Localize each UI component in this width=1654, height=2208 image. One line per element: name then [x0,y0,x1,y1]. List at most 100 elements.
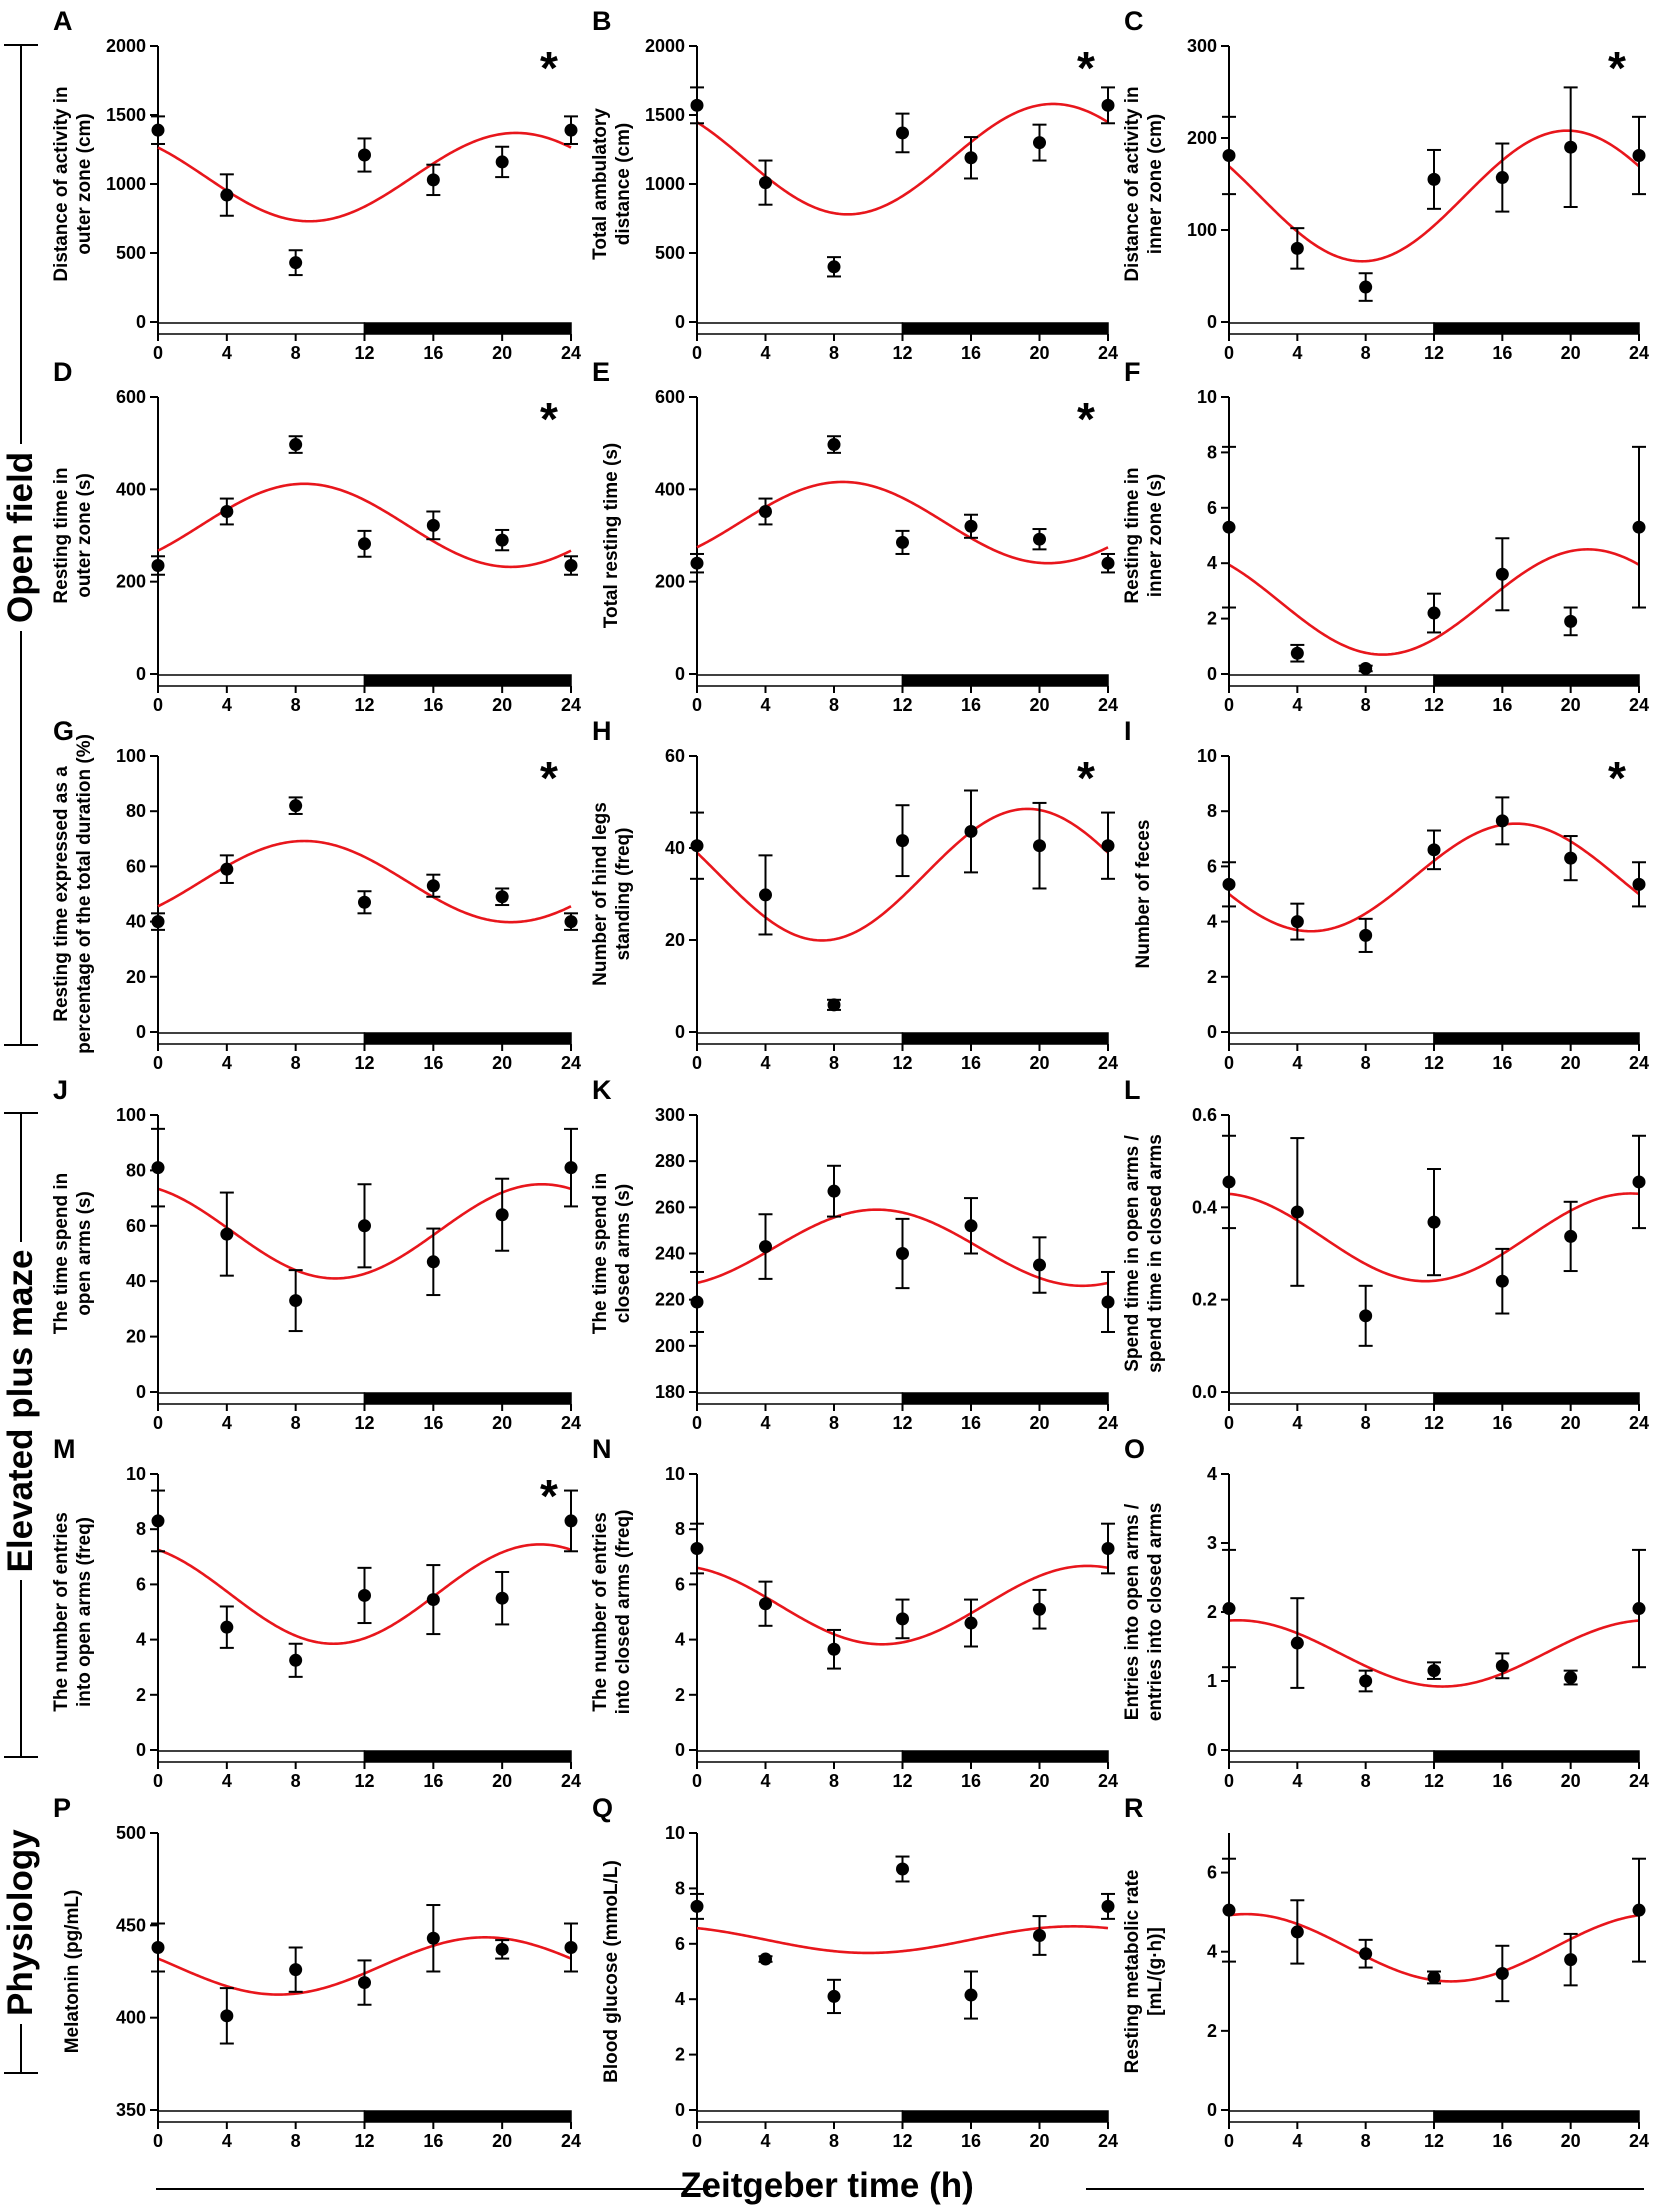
data-point [690,1295,704,1309]
panel-j: J 0 4 8 12 16 20 24 0 20 40 60 80 100 The time spend i… [51,1075,581,1433]
data-point [220,1227,234,1241]
y-axis-title-line: Blood glucose (mmoL/L) [601,1860,622,2083]
data-point [289,1294,303,1308]
data-point [1290,241,1304,255]
y-tick-label: 6 [1207,856,1217,876]
data-point [564,1514,578,1528]
y-axis-title-line: open arms (s) [74,1191,95,1316]
data-point [564,915,578,929]
x-tick-label: 4 [1292,1413,1302,1433]
y-tick-label: 0.6 [1192,1105,1217,1125]
open-field-bracket-top [4,44,38,46]
y-tick-label: 400 [655,479,685,499]
panel-letter: H [592,716,612,746]
x-tick-label: 24 [561,343,581,363]
x-tick-label: 0 [1224,2131,1234,2151]
x-tick-label: 20 [1029,343,1049,363]
data-point [896,1247,909,1260]
significance-asterisk: * [540,1470,558,1522]
data-point [564,123,578,137]
data-point [1359,1309,1373,1323]
x-tick-label: 16 [961,1771,981,1791]
x-tick-label: 0 [1224,343,1234,363]
x-tick-label: 24 [1629,695,1649,715]
y-axis-title: Resting time in inner zone (s) [1122,467,1166,603]
x-tick-label: 4 [760,1771,770,1791]
x-tick-label: 12 [892,1053,912,1073]
y-tick-label: 600 [116,387,146,407]
dark-phase-bar [901,322,1109,335]
y-axis-title: The number of entries into open arms (fre… [51,1512,95,1712]
data-point [564,1940,578,1954]
data-point [964,1219,978,1233]
dark-phase-bar [1433,1032,1640,1045]
data-point [220,2009,234,2023]
data-point [1427,1970,1441,1984]
dark-phase-bar [901,674,1109,687]
data-point [495,1942,509,1956]
y-tick-label: 0.0 [1192,1382,1217,1402]
x-tick-label: 12 [1424,1413,1444,1433]
y-tick-label: 500 [655,243,685,263]
data-point [426,518,440,532]
y-tick-label: 2 [136,1685,146,1705]
data-point [495,533,509,547]
x-tick-label: 12 [892,2131,912,2151]
significance-asterisk: * [1077,42,1095,94]
data-point [1033,532,1046,546]
panel-letter: R [1124,1793,1144,1823]
x-tick-label: 4 [760,1413,770,1433]
data-point [1427,1664,1441,1678]
y-tick-label: 4 [675,1989,685,2009]
y-tick-label: 0 [1207,2100,1217,2120]
y-tick-label: 200 [655,572,685,592]
x-tick-label: 4 [222,343,232,363]
y-tick-label: 0 [1207,312,1217,332]
y-tick-label: 100 [116,1105,146,1125]
cosinor-fit-curve [696,1925,1109,1955]
y-tick-label: 0 [675,2100,685,2120]
x-tick-label: 0 [692,343,702,363]
data-point [964,824,978,838]
y-tick-label: 1000 [106,174,146,194]
y-axis-title-line: Total ambulatory [590,108,611,260]
x-tick-label: 8 [291,1771,301,1791]
data-point [690,839,704,853]
light-phase-bar [1228,1750,1435,1763]
dark-phase-bar [901,1392,1109,1405]
x-tick-label: 20 [1561,343,1581,363]
dark-phase-bar [363,1392,572,1405]
x-tick-label: 24 [561,695,581,715]
data-point [1632,1602,1646,1616]
y-axis-title: Distance of activity in outer zone (cm) [51,86,95,281]
y-tick-label: 4 [1207,553,1217,573]
x-tick-label: 16 [423,2131,443,2151]
data-point [1427,172,1441,186]
significance-asterisk: * [540,42,558,94]
data-point [1632,148,1646,162]
y-axis-title-line: outer zone (cm) [74,113,95,254]
panel-h: H 0 4 8 12 16 20 24 0 20 40 60 Number of hind legs st… [590,716,1118,1073]
y-tick-label: 2000 [106,36,146,56]
elevated-plus-maze-bracket-bottom [4,1756,38,1758]
data-point [1359,1674,1373,1688]
panel-p: P 0 4 8 12 16 20 24 350 400 450 500 Melatonin (pg/mL… [53,1793,581,2151]
data-point [1101,556,1115,570]
x-tick-label: 16 [423,343,443,363]
y-tick-label: 400 [116,479,146,499]
y-tick-label: 20 [126,1327,146,1347]
data-point [1495,567,1509,581]
data-point [495,890,509,904]
cosinor-fit-curve [157,1543,572,1646]
y-tick-label: 10 [665,1823,685,1843]
x-tick-label: 16 [1492,343,1512,363]
data-point [1033,839,1046,853]
x-tick-label: 12 [354,343,374,363]
dark-phase-bar [901,2110,1109,2123]
data-point [358,1976,371,1990]
x-tick-label: 24 [1098,1413,1118,1433]
y-tick-label: 1500 [645,105,685,125]
x-tick-label: 24 [561,1771,581,1791]
data-point [220,862,234,876]
